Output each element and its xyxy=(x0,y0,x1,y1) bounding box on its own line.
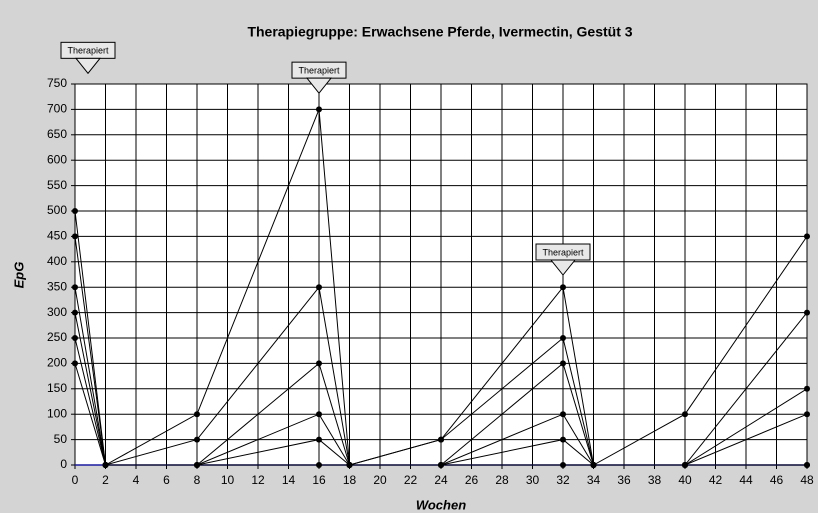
y-tick-label: 550 xyxy=(47,178,67,192)
x-tick-label: 42 xyxy=(709,473,723,487)
annotation-arrow xyxy=(305,77,333,94)
data-point xyxy=(316,360,322,367)
y-tick-label: 150 xyxy=(47,381,67,395)
x-tick-label: 34 xyxy=(587,473,601,487)
data-point xyxy=(194,411,200,418)
x-tick-label: 6 xyxy=(163,473,170,487)
y-tick-label: 600 xyxy=(47,152,67,166)
data-point xyxy=(438,436,444,443)
x-tick-label: 22 xyxy=(404,473,418,487)
y-axis-label: EpG xyxy=(11,262,26,289)
x-tick-label: 18 xyxy=(343,473,357,487)
y-tick-label: 500 xyxy=(47,203,67,217)
x-tick-label: 12 xyxy=(251,473,265,487)
y-tick-label: 650 xyxy=(47,127,67,141)
data-point xyxy=(682,462,688,468)
data-point xyxy=(102,462,109,468)
annotation-arrow xyxy=(549,259,577,276)
data-point xyxy=(316,462,322,468)
data-point xyxy=(316,411,322,418)
y-tick-label: 50 xyxy=(54,432,68,446)
data-point xyxy=(346,462,353,468)
x-tick-label: 28 xyxy=(495,473,509,487)
x-tick-label: 26 xyxy=(465,473,479,487)
data-point xyxy=(560,335,566,341)
data-point xyxy=(804,411,810,418)
y-tick-label: 350 xyxy=(47,279,67,293)
data-point xyxy=(560,462,566,468)
x-tick-label: 14 xyxy=(282,473,296,487)
x-tick-label: 16 xyxy=(312,473,326,487)
y-tick-label: 250 xyxy=(47,330,67,344)
x-tick-label: 20 xyxy=(373,473,387,487)
y-tick-label: 200 xyxy=(47,356,67,370)
x-tick-label: 40 xyxy=(678,473,692,487)
x-tick-label: 48 xyxy=(800,473,814,487)
data-point xyxy=(804,233,810,240)
x-tick-label: 46 xyxy=(770,473,784,487)
x-tick-label: 30 xyxy=(526,473,540,487)
x-tick-label: 44 xyxy=(739,473,753,487)
data-point xyxy=(316,284,322,291)
y-tick-label: 700 xyxy=(47,102,67,116)
data-point xyxy=(560,360,566,367)
data-point xyxy=(72,208,78,214)
annotation-text: Therapiert xyxy=(298,66,340,76)
y-tick-label: 0 xyxy=(60,457,67,471)
x-tick-label: 10 xyxy=(221,473,235,487)
data-point xyxy=(72,360,78,367)
annotation-text: Therapiert xyxy=(67,46,109,56)
x-tick-label: 24 xyxy=(434,473,448,487)
x-axis-label: Wochen xyxy=(416,497,466,512)
data-point xyxy=(804,385,810,392)
data-point xyxy=(72,309,78,316)
x-tick-label: 32 xyxy=(556,473,570,487)
x-tick-label: 8 xyxy=(194,473,201,487)
y-tick-label: 100 xyxy=(47,406,67,420)
data-point xyxy=(316,436,322,443)
x-tick-label: 2 xyxy=(102,473,109,487)
x-tick-label: 0 xyxy=(72,473,79,487)
data-point xyxy=(316,106,322,113)
data-point xyxy=(560,436,566,443)
x-tick-label: 4 xyxy=(133,473,140,487)
data-point xyxy=(682,411,688,418)
data-point xyxy=(72,233,78,240)
data-point xyxy=(438,462,444,468)
y-tick-label: 450 xyxy=(47,229,67,243)
series-line xyxy=(74,363,807,466)
data-point xyxy=(560,284,566,291)
y-tick-label: 750 xyxy=(47,76,67,90)
data-point xyxy=(194,436,200,443)
data-point xyxy=(804,309,810,316)
y-tick-label: 400 xyxy=(47,254,67,268)
data-point xyxy=(72,284,78,291)
annotation-text: Therapiert xyxy=(542,247,584,257)
annotation-arrow xyxy=(74,57,102,75)
chart-title: Therapiegruppe: Erwachsene Pferde, Iverm… xyxy=(247,24,632,40)
data-point xyxy=(804,462,810,468)
y-tick-label: 300 xyxy=(47,305,67,319)
data-point xyxy=(590,462,597,468)
data-point xyxy=(194,462,200,468)
data-point xyxy=(560,411,566,418)
data-point xyxy=(72,335,78,341)
x-tick-label: 38 xyxy=(648,473,662,487)
x-tick-label: 36 xyxy=(617,473,631,487)
